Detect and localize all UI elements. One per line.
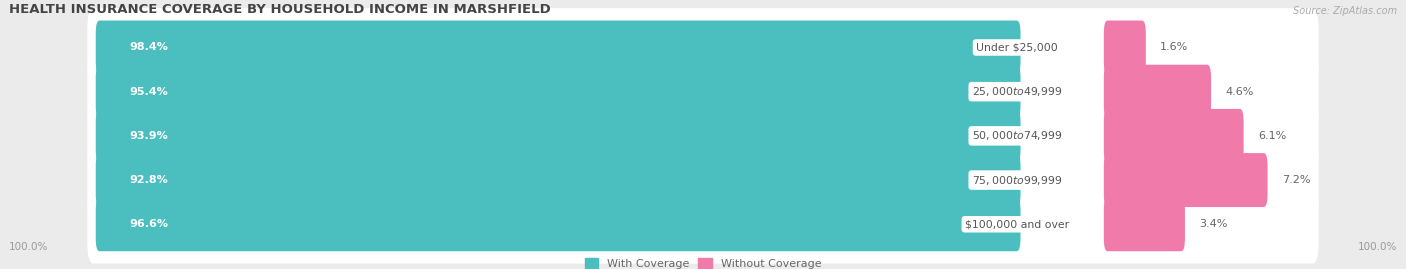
- FancyBboxPatch shape: [1104, 197, 1185, 251]
- Text: 3.4%: 3.4%: [1199, 219, 1227, 229]
- FancyBboxPatch shape: [87, 8, 1319, 87]
- Legend: With Coverage, Without Coverage: With Coverage, Without Coverage: [585, 258, 821, 269]
- Text: Source: ZipAtlas.com: Source: ZipAtlas.com: [1294, 6, 1398, 16]
- Text: $100,000 and over: $100,000 and over: [965, 219, 1069, 229]
- Text: 96.6%: 96.6%: [129, 219, 169, 229]
- FancyBboxPatch shape: [96, 153, 1021, 207]
- Text: HEALTH INSURANCE COVERAGE BY HOUSEHOLD INCOME IN MARSHFIELD: HEALTH INSURANCE COVERAGE BY HOUSEHOLD I…: [8, 3, 551, 16]
- Text: 98.4%: 98.4%: [129, 43, 169, 52]
- Text: 93.9%: 93.9%: [129, 131, 169, 141]
- Text: 95.4%: 95.4%: [129, 87, 169, 97]
- Text: $25,000 to $49,999: $25,000 to $49,999: [972, 85, 1062, 98]
- FancyBboxPatch shape: [1104, 65, 1211, 119]
- FancyBboxPatch shape: [96, 20, 1021, 75]
- Text: 7.2%: 7.2%: [1282, 175, 1310, 185]
- FancyBboxPatch shape: [87, 97, 1319, 175]
- FancyBboxPatch shape: [87, 52, 1319, 131]
- FancyBboxPatch shape: [87, 141, 1319, 220]
- FancyBboxPatch shape: [1104, 153, 1268, 207]
- FancyBboxPatch shape: [1104, 109, 1244, 163]
- FancyBboxPatch shape: [96, 109, 1021, 163]
- Text: 100.0%: 100.0%: [8, 242, 48, 252]
- Text: Under $25,000: Under $25,000: [976, 43, 1057, 52]
- FancyBboxPatch shape: [96, 65, 1021, 119]
- FancyBboxPatch shape: [1104, 20, 1146, 75]
- Text: $50,000 to $74,999: $50,000 to $74,999: [972, 129, 1062, 142]
- FancyBboxPatch shape: [87, 185, 1319, 264]
- Text: 100.0%: 100.0%: [1358, 242, 1398, 252]
- Text: $75,000 to $99,999: $75,000 to $99,999: [972, 174, 1062, 187]
- Text: 4.6%: 4.6%: [1226, 87, 1254, 97]
- Text: 92.8%: 92.8%: [129, 175, 169, 185]
- Text: 6.1%: 6.1%: [1258, 131, 1286, 141]
- FancyBboxPatch shape: [96, 197, 1021, 251]
- Text: 1.6%: 1.6%: [1160, 43, 1188, 52]
